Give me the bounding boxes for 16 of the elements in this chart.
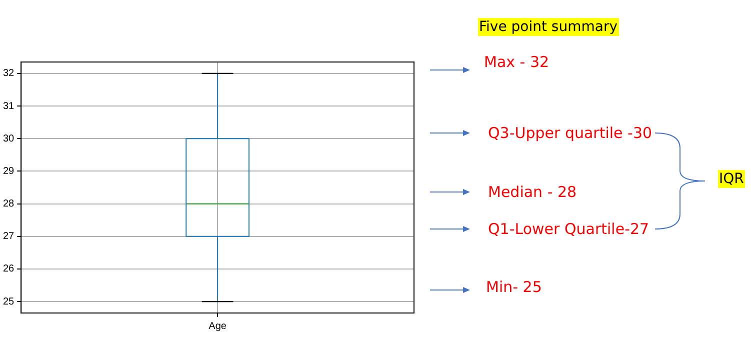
text: Five point summary xyxy=(478,18,618,36)
y-tick-label: 25 xyxy=(3,296,15,308)
y-tick-label: 32 xyxy=(3,68,15,80)
text: Q1-Lower Quartile-27 xyxy=(488,220,650,238)
text: IQR xyxy=(718,170,745,188)
y-tick-label: 27 xyxy=(3,231,15,242)
text: Min- 25 xyxy=(486,278,542,296)
y-tick-label: 26 xyxy=(3,264,15,275)
text: Q3-Upper quartile -30 xyxy=(488,124,652,142)
text: Max - 32 xyxy=(484,53,550,71)
y-tick-label: 31 xyxy=(3,100,15,112)
text: Median - 28 xyxy=(488,183,577,201)
y-tick-label: 30 xyxy=(3,133,15,144)
y-tick-label: 28 xyxy=(3,198,15,210)
x-tick-label: Age xyxy=(208,320,227,332)
y-tick-label: 29 xyxy=(3,166,15,177)
